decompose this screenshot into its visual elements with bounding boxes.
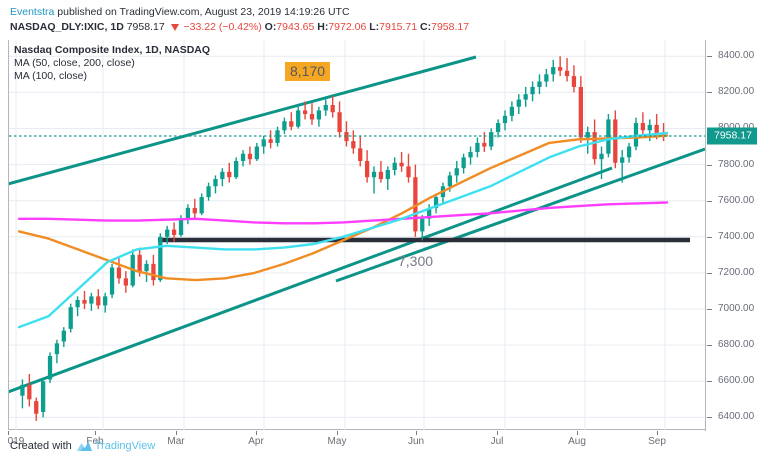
chart-legend: Nasdaq Composite Index, 1D, NASDAQ MA (5… bbox=[14, 44, 210, 83]
time-axis-tick bbox=[256, 431, 257, 435]
time-axis-tick bbox=[497, 431, 498, 435]
time-axis-tick bbox=[577, 431, 578, 435]
time-axis-label: Apr bbox=[248, 436, 264, 447]
ma-line-100[interactable] bbox=[17, 201, 669, 225]
price-axis-tick bbox=[707, 56, 712, 58]
lower-channel-line[interactable] bbox=[9, 166, 613, 394]
legend-title: Nasdaq Composite Index, 1D, NASDAQ bbox=[14, 44, 211, 56]
price-axis-label: 7200.00 bbox=[718, 266, 755, 278]
price-axis-tick bbox=[707, 200, 712, 202]
price-axis-tick bbox=[707, 417, 712, 419]
price-axis-tick bbox=[707, 309, 712, 311]
chart-frame bbox=[8, 40, 760, 430]
time-axis-label: Jun bbox=[407, 436, 425, 447]
time-axis-label: Mar bbox=[167, 436, 185, 447]
price-axis-label: 7000.00 bbox=[718, 303, 755, 315]
tradingview-brand[interactable]: TradingView bbox=[76, 440, 156, 452]
price-axis[interactable]: 8400.008200.008000.007800.007600.007400.… bbox=[705, 40, 768, 431]
close-label: C: bbox=[420, 21, 432, 33]
upper-channel-line[interactable] bbox=[9, 55, 477, 186]
triangle-down-icon bbox=[170, 24, 179, 31]
chart-annotation-8170[interactable]: 8,170 bbox=[285, 62, 331, 81]
price-axis-label: 8200.00 bbox=[718, 86, 755, 98]
price-axis-tick bbox=[707, 236, 712, 238]
price-axis-label: 7600.00 bbox=[718, 194, 755, 206]
price-axis-label: 7800.00 bbox=[718, 158, 755, 170]
high-value: 7972.06 bbox=[328, 21, 367, 33]
price-axis-label: 6600.00 bbox=[718, 375, 755, 387]
publish-line: Eventstra published on TradingView.com, … bbox=[10, 5, 768, 19]
open-label: O: bbox=[264, 21, 277, 33]
time-axis-tick bbox=[416, 431, 417, 435]
price-axis-tick bbox=[707, 164, 712, 166]
time-axis-label: Aug bbox=[568, 436, 586, 447]
current-price-badge: 7958.17 bbox=[707, 127, 757, 145]
time-axis-tick bbox=[337, 431, 338, 435]
time-axis-label: 019 bbox=[7, 436, 25, 447]
secondary-channel-line[interactable] bbox=[335, 147, 705, 283]
time-axis-label: Jul bbox=[490, 436, 504, 447]
price-change: −33.22 (−0.42%) bbox=[183, 21, 262, 33]
time-axis-label: Feb bbox=[86, 436, 104, 447]
price-axis-tick bbox=[707, 272, 712, 274]
publish-text: published on TradingView.com, August 23,… bbox=[54, 6, 350, 18]
chart-canvas[interactable] bbox=[9, 40, 705, 430]
time-axis-tick bbox=[8, 431, 9, 435]
ma-line-50[interactable] bbox=[17, 134, 669, 282]
tradingview-wordmark: TradingView bbox=[94, 440, 156, 452]
time-axis-label: May bbox=[327, 436, 347, 447]
open-value: 7943.65 bbox=[276, 21, 315, 33]
chart-annotation-7300[interactable]: 7,300 bbox=[398, 253, 434, 269]
price-axis-label: 6800.00 bbox=[718, 339, 755, 351]
low-value: 7915.71 bbox=[379, 21, 418, 33]
legend-study-0[interactable]: MA (50, close, 200, close) bbox=[14, 57, 135, 69]
price-axis-label: 8400.00 bbox=[718, 50, 755, 62]
time-axis-tick bbox=[176, 431, 177, 435]
chart-plot-area[interactable] bbox=[9, 40, 705, 430]
price-axis-tick bbox=[707, 345, 712, 347]
time-axis-tick bbox=[657, 431, 658, 435]
price-axis-label: 6400.00 bbox=[718, 411, 755, 423]
quote-line: NASDAQ_DLY:IXIC, 1D 7958.17 −33.22 (−0.4… bbox=[10, 20, 768, 35]
price-axis-tick bbox=[707, 381, 712, 383]
created-with-label: Created with bbox=[10, 440, 72, 452]
price-axis-tick bbox=[707, 92, 712, 94]
ma-line-200[interactable] bbox=[17, 131, 669, 329]
price-axis-label: 7400.00 bbox=[718, 230, 755, 242]
tradingview-mountain-icon bbox=[76, 440, 93, 452]
last-price: 7958.17 bbox=[126, 21, 165, 33]
legend-study-1[interactable]: MA (100, close) bbox=[14, 70, 87, 82]
symbol-label[interactable]: NASDAQ_DLY:IXIC, 1D bbox=[10, 21, 124, 33]
chart-header: Eventstra published on TradingView.com, … bbox=[0, 0, 768, 40]
footer: Created with TradingView bbox=[10, 440, 155, 452]
author-link[interactable]: Eventstra bbox=[10, 6, 55, 18]
high-label: H: bbox=[317, 21, 329, 33]
close-value: 7958.17 bbox=[431, 21, 470, 33]
low-label: L: bbox=[369, 21, 380, 33]
time-axis-label: Sep bbox=[648, 436, 666, 447]
time-axis-tick bbox=[95, 431, 96, 435]
